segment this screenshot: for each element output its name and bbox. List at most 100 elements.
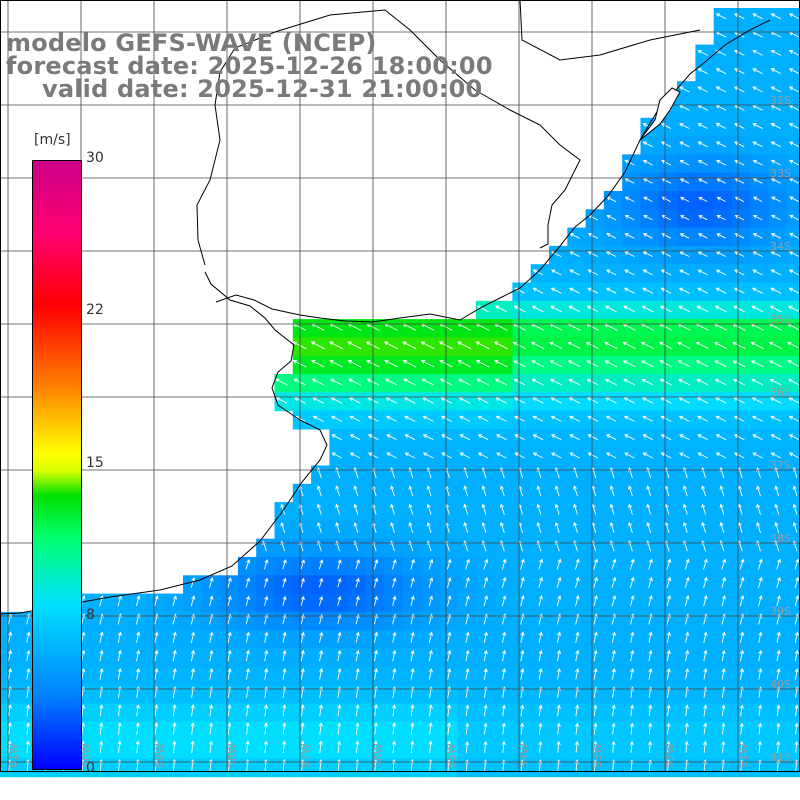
wind-vector <box>575 667 580 680</box>
wind-vector <box>99 631 104 643</box>
wind-vector <box>587 415 599 422</box>
wind-vector <box>318 704 324 717</box>
lagoa-dos-patos <box>639 87 681 141</box>
wind-vector <box>703 594 708 607</box>
wind-vector <box>715 141 727 148</box>
wind-vector <box>392 595 397 607</box>
wind-vector <box>678 305 691 313</box>
wind-vector <box>737 485 743 497</box>
wind-vector <box>536 503 542 515</box>
wind-vector <box>739 576 745 589</box>
wind-cell <box>786 264 800 284</box>
wind-vector <box>733 305 745 313</box>
wind-vector <box>646 503 652 515</box>
wind-vector <box>770 269 782 276</box>
wind-vector <box>788 287 800 294</box>
wind-vector <box>422 434 434 441</box>
wind-vector <box>715 452 727 459</box>
colorbar-tick-8: 8 <box>86 607 95 623</box>
wind-cell <box>786 355 800 375</box>
wind-vector <box>752 196 763 203</box>
wind-vector <box>609 503 615 515</box>
wind-vector <box>703 631 708 643</box>
wind-vector <box>752 86 763 93</box>
wind-vector <box>770 214 781 221</box>
wind-vector <box>776 576 781 589</box>
wind-vector <box>776 558 782 570</box>
wind-vector <box>337 649 342 662</box>
wind-vector <box>623 397 636 404</box>
wind-vector <box>446 576 452 588</box>
wind-vector <box>604 341 618 350</box>
wind-vector <box>660 415 672 422</box>
wind-vector <box>770 397 782 404</box>
wind-vector <box>679 233 690 239</box>
wind-cell <box>786 447 800 467</box>
wind-vector <box>190 595 196 607</box>
wind-vector <box>337 559 342 570</box>
wind-vector <box>604 360 618 368</box>
wind-vector <box>774 521 780 534</box>
lat-lon-grid <box>0 0 800 772</box>
wind-vector <box>367 452 379 459</box>
wind-vector <box>481 485 487 497</box>
latitude-label: 41S <box>770 751 791 764</box>
wind-vector <box>677 341 691 350</box>
wind-vector <box>300 559 306 570</box>
wind-vector <box>719 485 725 497</box>
wind-vector <box>733 68 745 75</box>
longitude-label: 52W <box>664 743 677 768</box>
latitude-label: 34S <box>770 240 791 253</box>
wind-vector <box>463 521 469 534</box>
wind-vector <box>752 214 763 221</box>
wind-vector <box>538 704 543 717</box>
wind-vector <box>739 740 744 753</box>
wind-vector <box>716 215 726 221</box>
wind-vector <box>446 704 452 717</box>
wind-vector <box>794 667 799 680</box>
wind-vector <box>227 740 232 754</box>
wind-vector <box>789 178 800 184</box>
wind-vector <box>714 305 727 313</box>
wind-vector <box>209 704 214 717</box>
wind-vector <box>282 722 287 735</box>
wind-vector <box>355 740 360 754</box>
wind-vector <box>623 305 636 313</box>
wind-vector <box>788 68 800 75</box>
wind-vector <box>483 576 489 588</box>
wind-vector <box>611 667 616 680</box>
wind-vector <box>769 305 782 313</box>
wind-vector <box>26 667 31 680</box>
wind-vector <box>465 595 470 607</box>
wind-vector <box>768 341 783 350</box>
wind-vector <box>428 631 434 643</box>
wind-vector <box>532 415 544 422</box>
wind-vector <box>316 522 322 534</box>
wind-vector <box>648 631 653 643</box>
wind-cell <box>786 410 800 430</box>
wind-vector <box>392 577 397 588</box>
wind-vector <box>682 503 688 515</box>
wind-vector <box>733 287 745 294</box>
wind-vector <box>684 740 689 753</box>
wind-vector <box>788 86 800 93</box>
wind-vector <box>7 722 12 735</box>
wind-vector <box>263 722 269 735</box>
wind-vector <box>282 595 287 606</box>
wind-vector <box>99 667 104 680</box>
wind-vector <box>549 378 563 386</box>
wind-vector <box>697 287 709 294</box>
wind-vector <box>550 434 562 441</box>
wind-vector <box>721 594 726 607</box>
wind-vector <box>549 341 563 350</box>
wind-vector <box>587 434 599 441</box>
wind-vector <box>300 704 305 717</box>
wind-vector <box>660 434 672 441</box>
wind-vector <box>463 503 469 515</box>
wind-vector <box>648 558 653 570</box>
wind-vector <box>593 704 598 717</box>
wind-vector <box>465 667 470 680</box>
wind-cell <box>786 282 800 302</box>
wind-vector <box>554 485 560 497</box>
wind-vector <box>593 558 599 570</box>
